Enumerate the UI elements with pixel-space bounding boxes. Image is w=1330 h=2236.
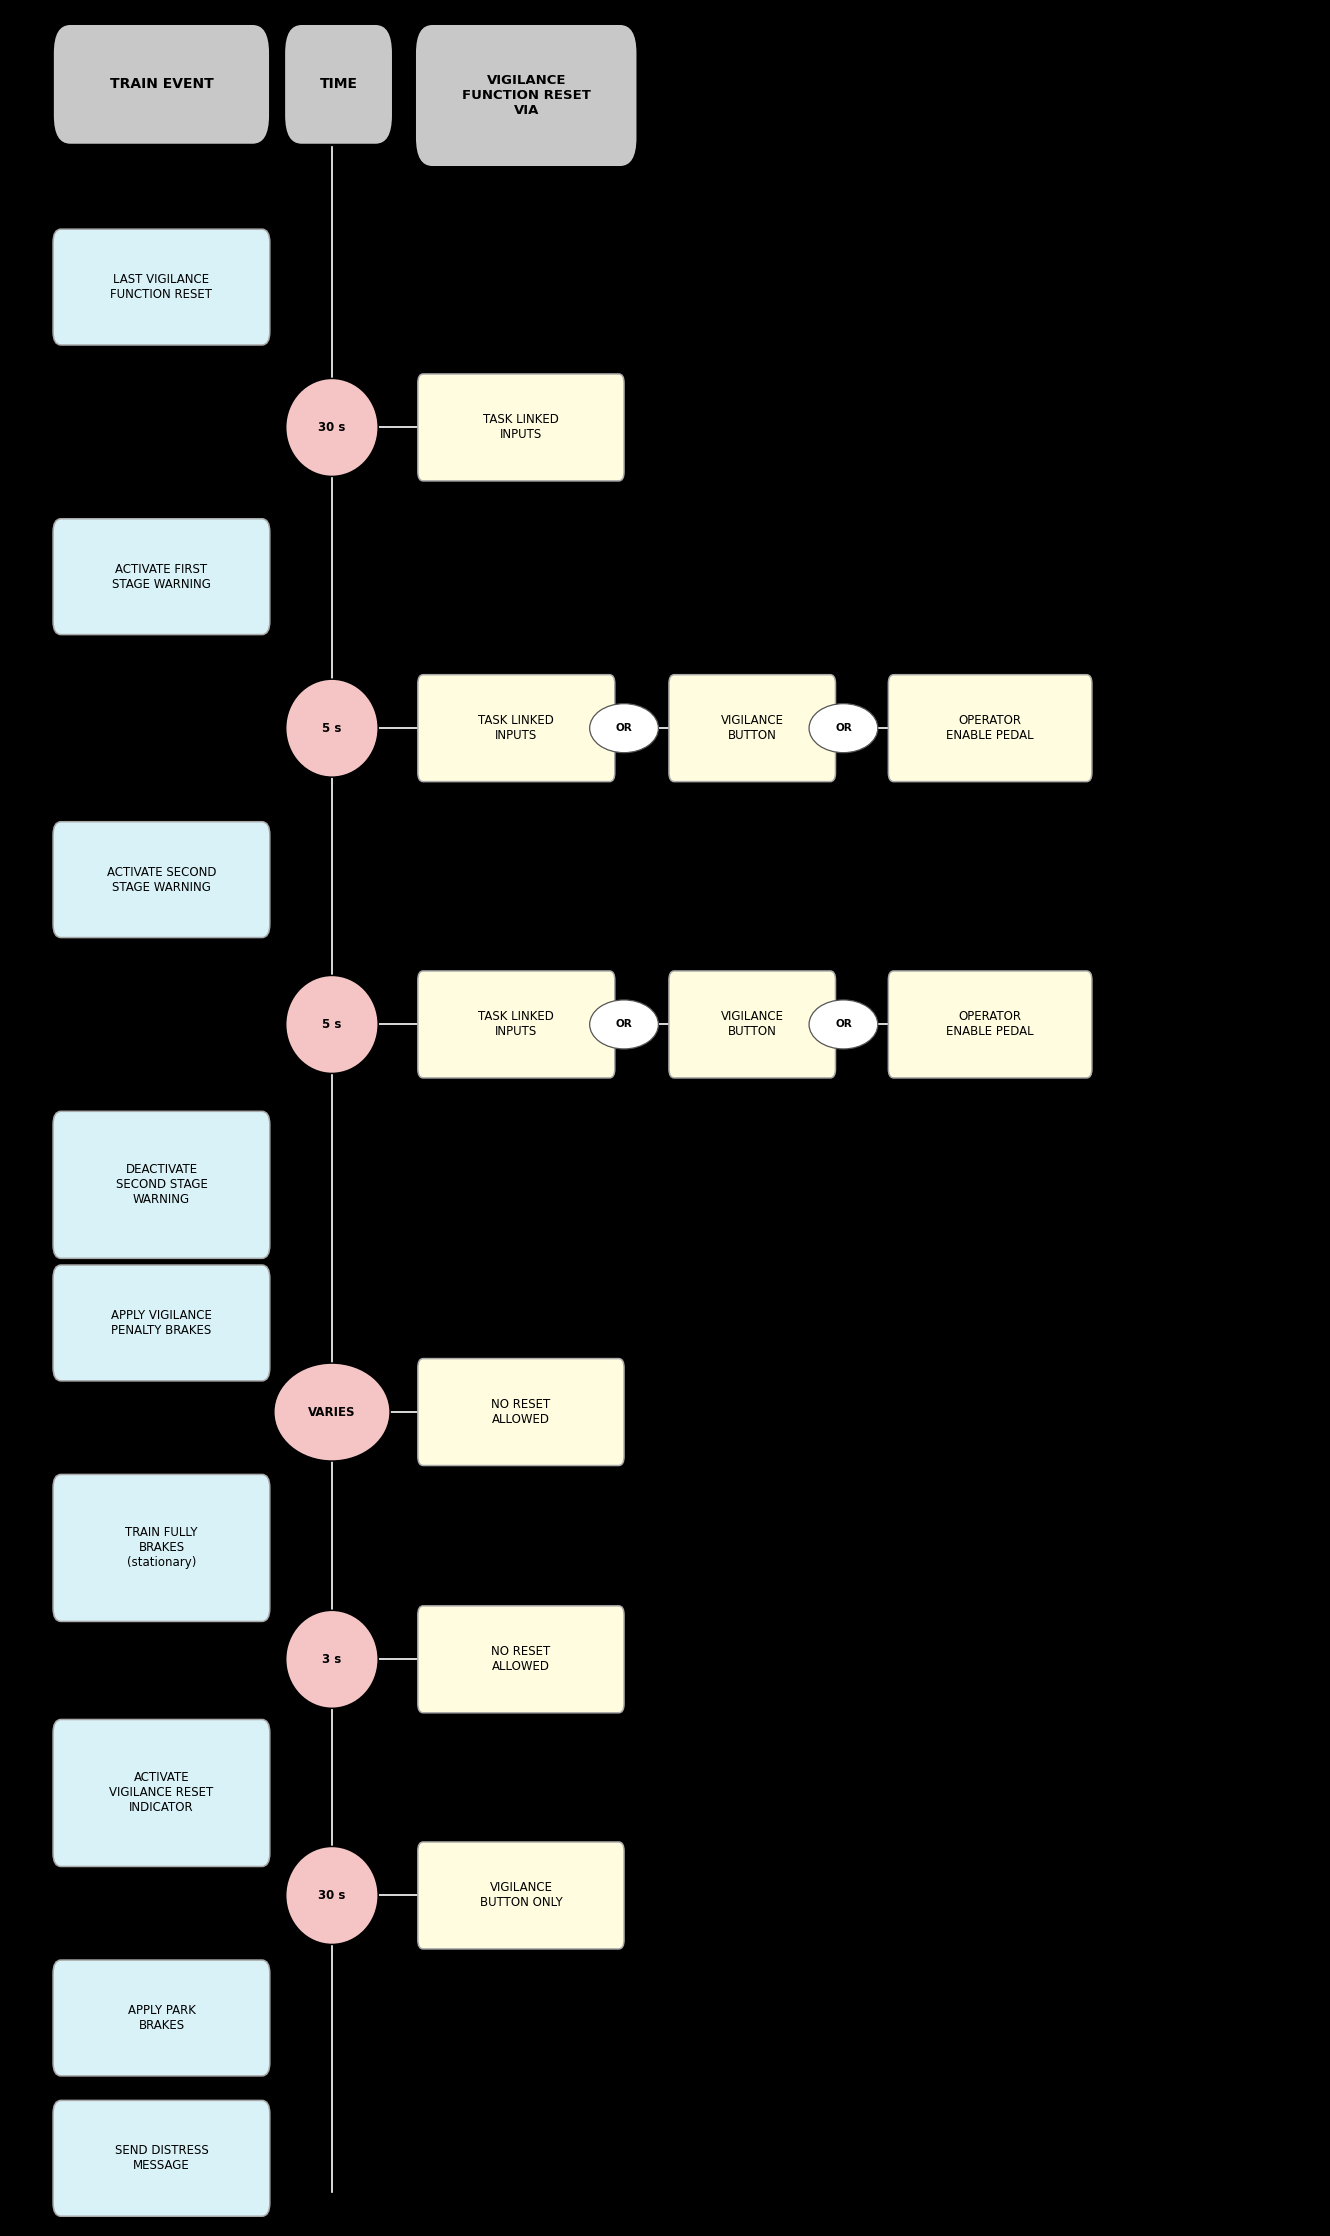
Text: 30 s: 30 s: [318, 420, 346, 434]
Ellipse shape: [809, 704, 878, 754]
Text: TRAIN EVENT: TRAIN EVENT: [109, 78, 213, 92]
FancyBboxPatch shape: [53, 821, 270, 937]
FancyBboxPatch shape: [53, 1719, 270, 1867]
FancyBboxPatch shape: [53, 1961, 270, 2075]
Text: OR: OR: [616, 722, 632, 733]
FancyBboxPatch shape: [888, 970, 1092, 1078]
FancyBboxPatch shape: [418, 1605, 624, 1713]
FancyBboxPatch shape: [53, 228, 270, 344]
FancyBboxPatch shape: [669, 675, 835, 783]
Text: ACTIVATE SECOND
STAGE WARNING: ACTIVATE SECOND STAGE WARNING: [106, 865, 217, 894]
Text: VARIES: VARIES: [309, 1406, 355, 1418]
Ellipse shape: [589, 999, 658, 1049]
Text: ACTIVATE
VIGILANCE RESET
INDICATOR: ACTIVATE VIGILANCE RESET INDICATOR: [109, 1771, 214, 1813]
Ellipse shape: [286, 680, 378, 778]
Text: OR: OR: [835, 1020, 851, 1029]
FancyBboxPatch shape: [418, 1842, 624, 1950]
Text: OPERATOR
ENABLE PEDAL: OPERATOR ENABLE PEDAL: [947, 1011, 1033, 1038]
FancyBboxPatch shape: [418, 373, 624, 481]
FancyBboxPatch shape: [53, 519, 270, 635]
FancyBboxPatch shape: [418, 675, 614, 783]
Text: VIGILANCE
BUTTON: VIGILANCE BUTTON: [721, 713, 783, 742]
Ellipse shape: [809, 999, 878, 1049]
Text: 3 s: 3 s: [322, 1652, 342, 1666]
Ellipse shape: [286, 378, 378, 476]
Ellipse shape: [286, 1610, 378, 1708]
Ellipse shape: [286, 975, 378, 1073]
Text: TASK LINKED
INPUTS: TASK LINKED INPUTS: [483, 414, 559, 440]
Text: 30 s: 30 s: [318, 1889, 346, 1903]
FancyBboxPatch shape: [888, 675, 1092, 783]
Text: OPERATOR
ENABLE PEDAL: OPERATOR ENABLE PEDAL: [947, 713, 1033, 742]
Text: OR: OR: [835, 722, 851, 733]
FancyBboxPatch shape: [53, 25, 270, 145]
Text: TASK LINKED
INPUTS: TASK LINKED INPUTS: [479, 1011, 555, 1038]
Text: OR: OR: [616, 1020, 632, 1029]
Text: APPLY VIGILANCE
PENALTY BRAKES: APPLY VIGILANCE PENALTY BRAKES: [110, 1308, 211, 1337]
Text: TIME: TIME: [319, 78, 358, 92]
FancyBboxPatch shape: [53, 1266, 270, 1382]
Ellipse shape: [274, 1364, 390, 1460]
Text: 5 s: 5 s: [322, 1017, 342, 1031]
Text: LAST VIGILANCE
FUNCTION RESET: LAST VIGILANCE FUNCTION RESET: [110, 273, 213, 302]
Text: TRAIN FULLY
BRAKES
(stationary): TRAIN FULLY BRAKES (stationary): [125, 1527, 198, 1570]
Text: APPLY PARK
BRAKES: APPLY PARK BRAKES: [128, 2003, 196, 2033]
Text: NO RESET
ALLOWED: NO RESET ALLOWED: [491, 1646, 551, 1673]
Text: 5 s: 5 s: [322, 722, 342, 736]
FancyBboxPatch shape: [53, 2100, 270, 2216]
FancyBboxPatch shape: [53, 1474, 270, 1621]
Text: VIGILANCE
BUTTON ONLY: VIGILANCE BUTTON ONLY: [480, 1880, 563, 1910]
Text: VIGILANCE
BUTTON: VIGILANCE BUTTON: [721, 1011, 783, 1038]
Text: VIGILANCE
FUNCTION RESET
VIA: VIGILANCE FUNCTION RESET VIA: [462, 74, 591, 116]
Text: ACTIVATE FIRST
STAGE WARNING: ACTIVATE FIRST STAGE WARNING: [112, 563, 211, 590]
FancyBboxPatch shape: [285, 25, 392, 145]
FancyBboxPatch shape: [669, 970, 835, 1078]
FancyBboxPatch shape: [418, 970, 614, 1078]
FancyBboxPatch shape: [415, 25, 637, 168]
Text: TASK LINKED
INPUTS: TASK LINKED INPUTS: [479, 713, 555, 742]
Text: DEACTIVATE
SECOND STAGE
WARNING: DEACTIVATE SECOND STAGE WARNING: [116, 1163, 207, 1207]
Text: SEND DISTRESS
MESSAGE: SEND DISTRESS MESSAGE: [114, 2144, 209, 2173]
Text: NO RESET
ALLOWED: NO RESET ALLOWED: [491, 1398, 551, 1427]
FancyBboxPatch shape: [418, 1359, 624, 1465]
FancyBboxPatch shape: [53, 1111, 270, 1259]
Ellipse shape: [589, 704, 658, 754]
Ellipse shape: [286, 1847, 378, 1945]
